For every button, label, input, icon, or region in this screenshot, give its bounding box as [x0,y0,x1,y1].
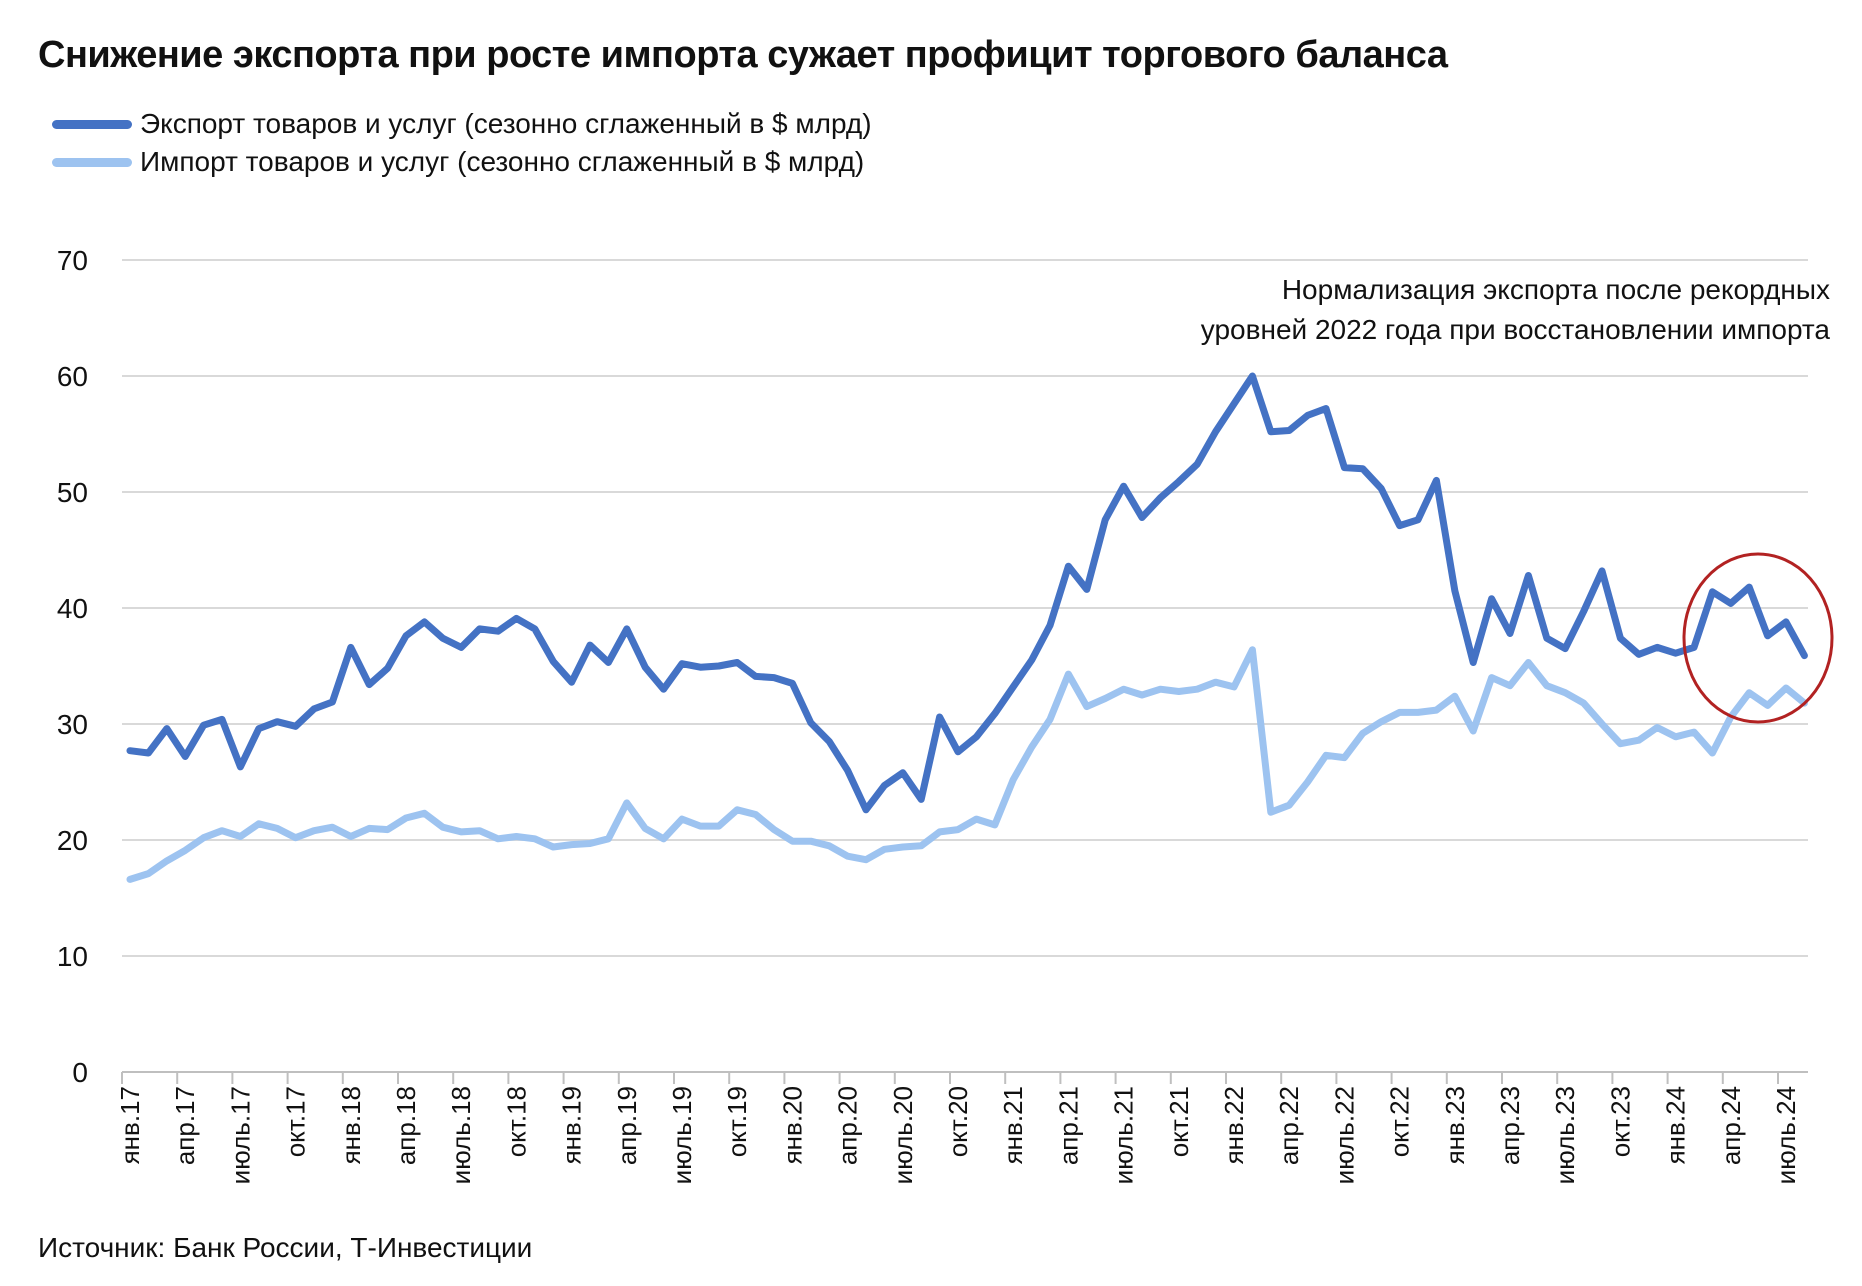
x-tick-label: июль.23 [1550,1086,1580,1184]
x-tick-label: янв.21 [998,1086,1028,1164]
x-tick-label: янв.17 [115,1086,145,1164]
import-series-line [126,646,1808,883]
x-tick-label: июль.19 [667,1086,697,1184]
x-tick-label: июль.20 [888,1086,918,1184]
y-tick-label: 20 [57,825,88,856]
x-tick-label: июль.17 [225,1086,255,1184]
x-tick-label: окт.21 [1164,1086,1194,1157]
legend-label-import: Импорт товаров и услуг (сезонно сглаженн… [140,146,865,177]
x-tick-label: окт.22 [1385,1086,1415,1157]
export-series-line [126,372,1808,814]
x-tick-label: апр.18 [391,1086,421,1165]
x-tick-label: янв.24 [1661,1086,1691,1164]
x-tick-label: янв.22 [1219,1086,1249,1164]
x-tick-label: янв.20 [777,1086,807,1164]
x-tick-label: апр.23 [1495,1086,1525,1165]
x-tick-label: окт.23 [1605,1086,1635,1157]
source-note: Источник: Банк России, Т-Инвестиции [38,1232,533,1263]
legend-label-export: Экспорт товаров и услуг (сезонно сглажен… [140,108,872,139]
legend-item-export: Экспорт товаров и услуг (сезонно сглажен… [52,108,872,140]
legend-swatch-export [52,119,132,129]
y-tick-label: 40 [57,593,88,624]
x-tick-label: окт.19 [722,1086,752,1157]
x-tick-label: апр.21 [1053,1086,1083,1165]
y-tick-label: 70 [57,245,88,276]
y-tick-label: 0 [72,1057,88,1088]
y-tick-label: 60 [57,361,88,392]
x-tick-label: янв.19 [557,1086,587,1164]
x-tick-label: окт.17 [281,1086,311,1157]
x-tick-label: апр.22 [1274,1086,1304,1165]
x-tick-label: апр.19 [612,1086,642,1165]
highlight-circle [1682,552,1834,724]
chart-annotation: Нормализация экспорта после рекордных ур… [1200,274,1830,345]
y-tick-label: 10 [57,941,88,972]
x-tick-label: окт.20 [943,1086,973,1157]
x-tick-label: апр.24 [1716,1086,1746,1165]
x-tick-label: апр.17 [170,1086,200,1165]
x-tick-label: июль.21 [1109,1086,1139,1184]
y-tick-label: 50 [57,477,88,508]
x-tick-label: июль.18 [446,1086,476,1184]
x-tick-label: янв.23 [1440,1086,1470,1164]
legend-swatch-import [52,157,132,167]
x-tick-label: июль.24 [1771,1086,1801,1184]
chart-title: Снижение экспорта при росте импорта сужа… [38,34,1448,76]
x-tick-label: июль.22 [1329,1086,1359,1184]
legend-item-import: Импорт товаров и услуг (сезонно сглаженн… [52,146,864,178]
x-tick-label: окт.18 [501,1086,531,1157]
x-tick-label: апр.20 [833,1086,863,1165]
x-tick-label: янв.18 [336,1086,366,1164]
y-tick-label: 30 [57,709,88,740]
